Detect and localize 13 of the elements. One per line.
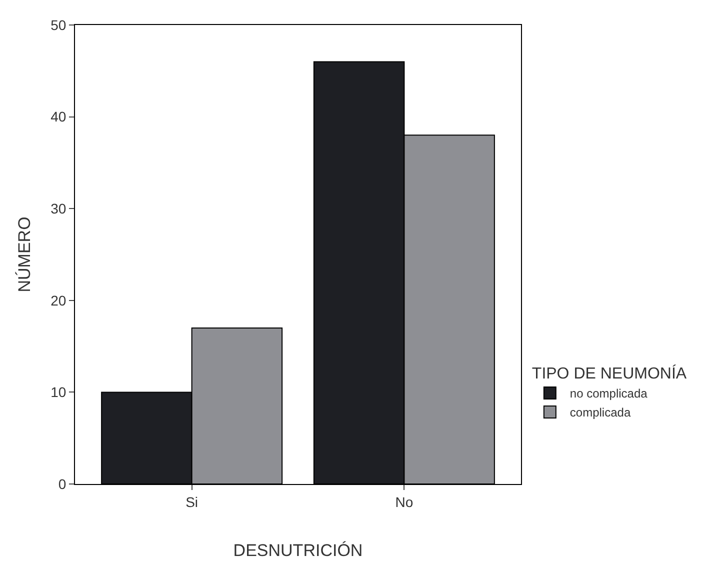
y-tick-label: 0 <box>58 476 66 492</box>
y-axis-title: NÚMERO <box>15 216 34 292</box>
y-tick-label: 30 <box>50 200 66 216</box>
y-tick-label: 20 <box>50 292 66 308</box>
legend-label: complicada <box>570 406 631 420</box>
legend-label: no complicada <box>570 386 648 401</box>
legend-title: TIPO DE NEUMONÍA <box>532 364 687 382</box>
y-tick-label: 50 <box>50 16 66 33</box>
x-tick-label: No <box>395 494 414 510</box>
y-tick-label: 10 <box>50 384 66 400</box>
y-tick-label: 40 <box>50 108 66 125</box>
x-tick-label: Si <box>186 494 198 510</box>
x-axis-title: DESNUTRICIÓN <box>233 541 363 560</box>
